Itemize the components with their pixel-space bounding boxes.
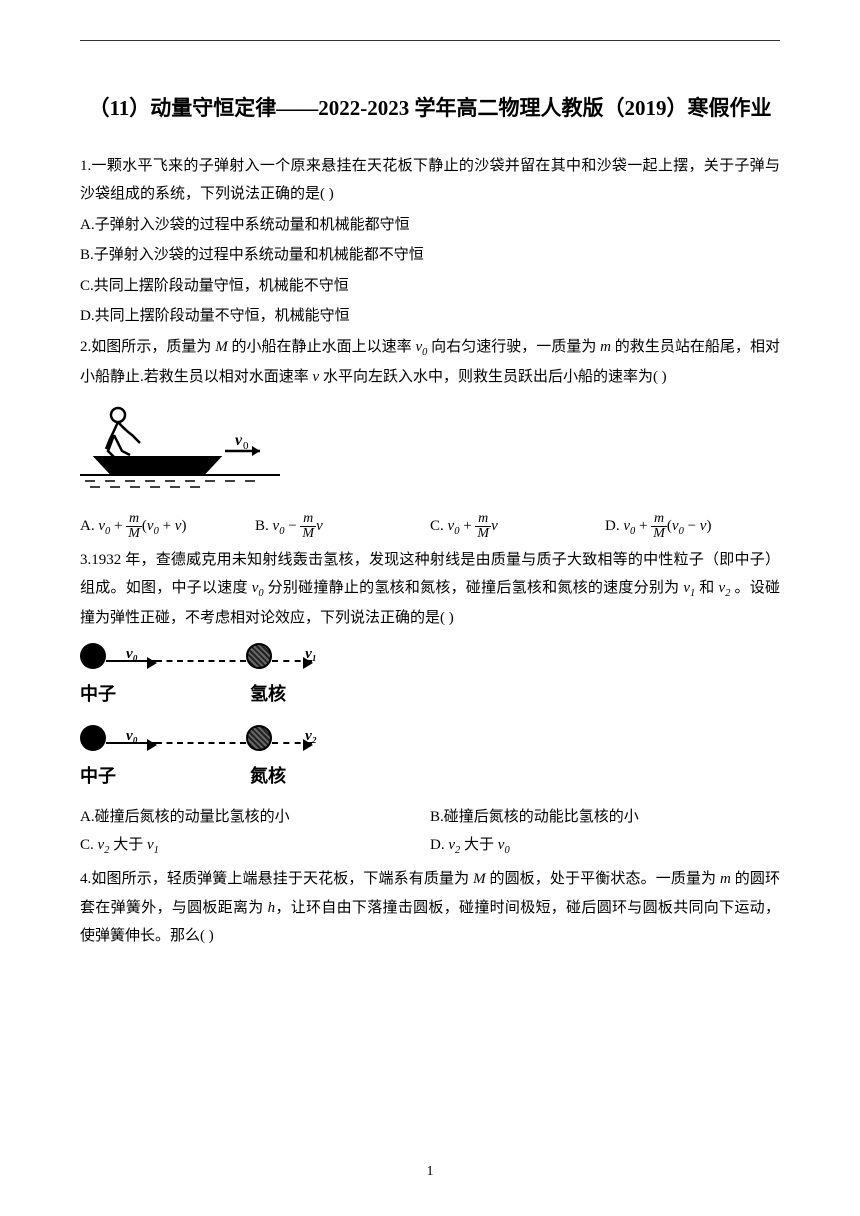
q1-optB: B.子弹射入沙袋的过程中系统动量和机械能都不守恒 — [80, 241, 780, 270]
q2-optB-pre: B. — [255, 518, 273, 534]
arrow-2: v₀ — [106, 728, 246, 748]
neutron-2-icon — [80, 725, 106, 751]
q2-stem: 2.如图所示，质量为 M 的小船在静止水面上以速率 v0 向右匀速行驶，一质量为… — [80, 333, 780, 391]
q3-v1: v1 — [683, 580, 695, 596]
q1-optD: D.共同上摆阶段动量不守恒，机械能守恒 — [80, 302, 780, 331]
q3-figure: v₀ v₁ 中子 氢核 v₀ v₂ 中子 氮核 — [80, 643, 780, 793]
arrow-h: v₁ — [272, 646, 312, 666]
page-number: 1 — [0, 1159, 860, 1186]
q3-fig-v1: v₁ — [305, 640, 317, 669]
q3-stem: 3.1932 年，查德威克用未知射线轰击氢核，发现这种射线是由质量与质子大致相等… — [80, 546, 780, 633]
q1-optC: C.共同上摆阶段动量守恒，机械能不守恒 — [80, 272, 780, 301]
q3-optC: C. v2 大于 v1 — [80, 831, 430, 861]
q2-optA: A. v0 + mM(v0 + v) — [80, 512, 255, 542]
page-title: （11）动量守恒定律——2022-2023 学年高二物理人教版（2019）寒假作… — [80, 90, 780, 128]
q2-stem-b: 的小船在静止水面上以速率 — [228, 339, 416, 355]
q2-m: m — [600, 339, 611, 355]
svg-text:0: 0 — [243, 440, 249, 452]
q2-stem-c: 向右匀速行驶，一质量为 — [427, 339, 600, 355]
q3-stem-b: 分别碰撞静止的氢核和氮核，碰撞后氢核和氮核的速度分别为 — [264, 580, 684, 596]
q1-stem: 1.一颗水平飞来的子弹射入一个原来悬挂在天花板下静止的沙袋并留在其中和沙袋一起上… — [80, 152, 780, 209]
q3-label-neutron-1: 中子 — [80, 677, 120, 711]
q2-optC: C. v0 + mMv — [430, 512, 605, 542]
q1-optA: A.子弹射入沙袋的过程中系统动量和机械能都守恒 — [80, 211, 780, 240]
q3-optD-mid: 大于 — [460, 837, 498, 853]
q3-label-h: 氢核 — [250, 677, 286, 711]
q2-stem-e: 水平向左跃入水中，则救生员跃出后小船的速率为( ) — [319, 369, 667, 385]
q3-v0: v0 — [252, 580, 264, 596]
q2-optC-pre: C. — [430, 518, 448, 534]
q3-stem-c: 和 — [695, 580, 718, 596]
q3-optD-pre: D. — [430, 837, 448, 853]
arrow-n: v₂ — [272, 728, 312, 748]
q3-fig-v0-1: v₀ — [126, 640, 138, 669]
q3-fig-v2: v₂ — [305, 722, 317, 751]
svg-text:v: v — [235, 432, 243, 449]
q4-m: m — [720, 871, 731, 887]
q2-figure: v 0 — [80, 401, 780, 502]
q4-stem-b: 的圆板，处于平衡状态。一质量为 — [486, 871, 720, 887]
hydrogen-icon — [246, 643, 272, 669]
q2-options: A. v0 + mM(v0 + v) B. v0 − mMv C. v0 + m… — [80, 512, 780, 542]
q3-label-n: 氮核 — [250, 759, 286, 793]
nitrogen-icon — [246, 725, 272, 751]
arrow-1: v₀ — [106, 646, 246, 666]
q3-optD: D. v2 大于 v0 — [430, 831, 780, 861]
header-rule — [80, 40, 780, 41]
q3-v2: v2 — [719, 580, 731, 596]
q4-stem: 4.如图所示，轻质弹簧上端悬挂于天花板，下端系有质量为 M 的圆板，处于平衡状态… — [80, 865, 780, 951]
q2-v0: v0 — [415, 339, 427, 355]
q3-options: A.碰撞后氮核的动量比氢核的小 B.碰撞后氮核的动能比氢核的小 C. v2 大于… — [80, 803, 780, 861]
q3-label-neutron-2: 中子 — [80, 759, 120, 793]
q2-optA-pre: A. — [80, 518, 98, 534]
neutron-1-icon — [80, 643, 106, 669]
q3-fig-v0-2: v₀ — [126, 722, 138, 751]
q3-optB: B.碰撞后氮核的动能比氢核的小 — [430, 803, 780, 832]
q3-optC-pre: C. — [80, 837, 98, 853]
q2-optB: B. v0 − mMv — [255, 512, 430, 542]
q3-optC-mid: 大于 — [109, 837, 147, 853]
q4-M: M — [473, 871, 486, 887]
q3-optA: A.碰撞后氮核的动量比氢核的小 — [80, 803, 430, 832]
q2-optD-pre: D. — [605, 518, 623, 534]
q4-stem-a: 4.如图所示，轻质弹簧上端悬挂于天花板，下端系有质量为 — [80, 871, 473, 887]
q2-optD: D. v0 + mM(v0 − v) — [605, 512, 780, 542]
q2-M: M — [215, 339, 228, 355]
q2-stem-a: 2.如图所示，质量为 — [80, 339, 215, 355]
